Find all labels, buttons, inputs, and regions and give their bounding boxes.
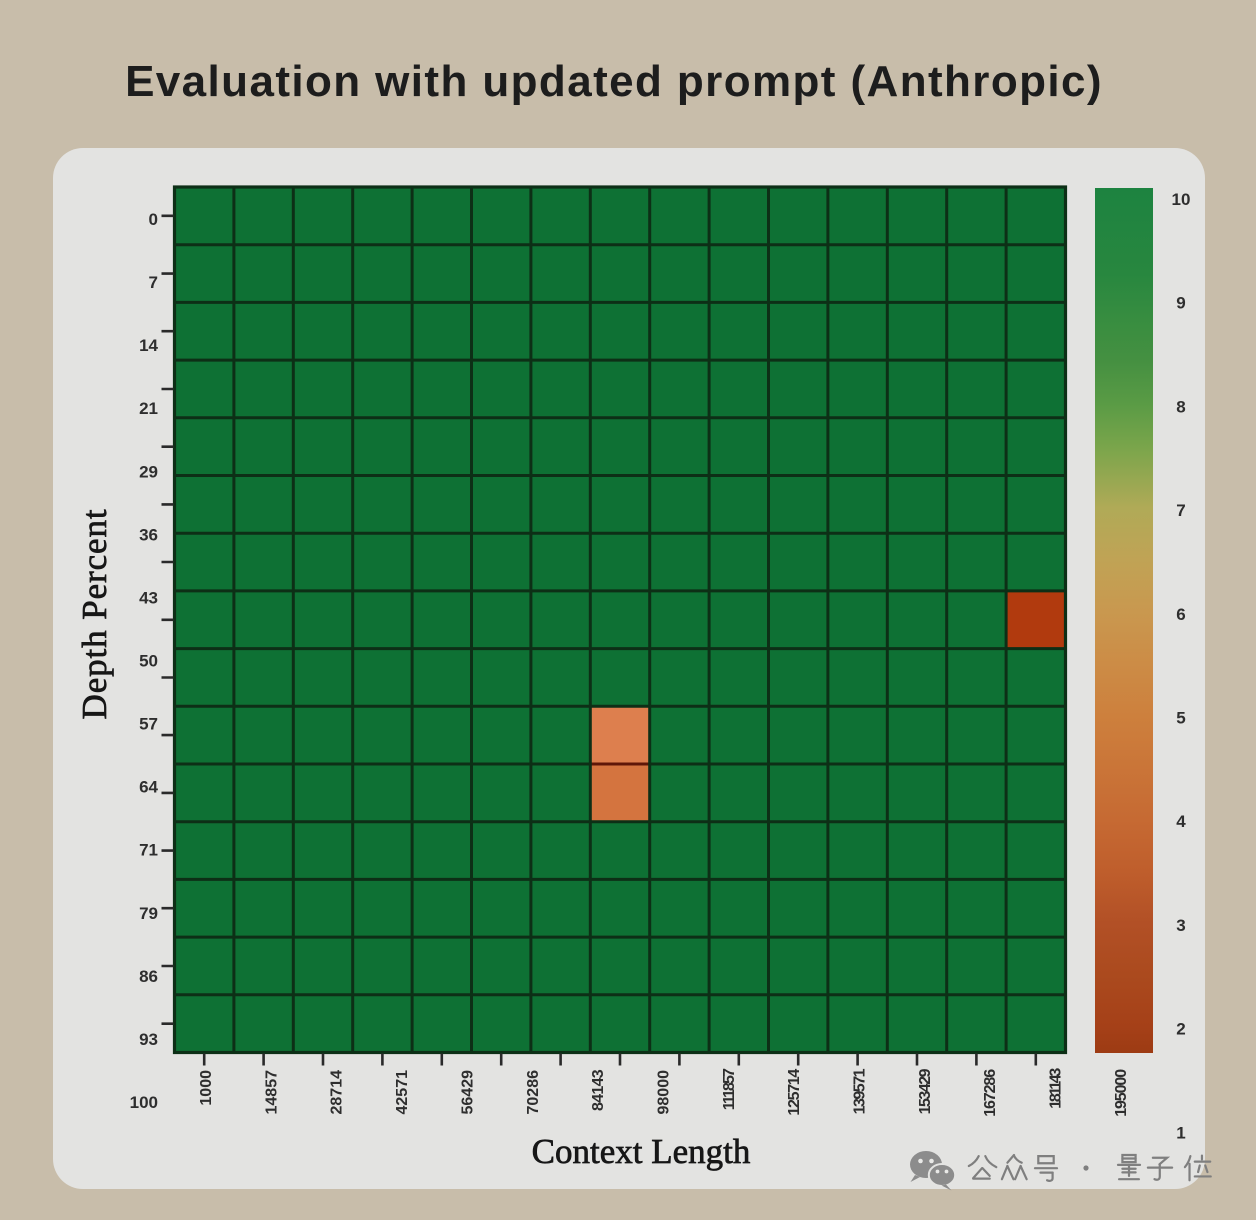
svg-text:86: 86 — [139, 967, 158, 986]
svg-text:195000: 195000 — [1113, 1069, 1130, 1117]
svg-text:111857: 111857 — [721, 1068, 738, 1110]
svg-text:64: 64 — [139, 778, 158, 797]
svg-text:8: 8 — [1176, 397, 1185, 416]
svg-text:1000: 1000 — [198, 1070, 215, 1106]
svg-text:153429: 153429 — [917, 1068, 934, 1114]
svg-text:50: 50 — [139, 652, 158, 671]
svg-text:1: 1 — [1176, 1123, 1185, 1142]
svg-text:14: 14 — [139, 336, 158, 355]
svg-text:98000: 98000 — [655, 1070, 672, 1115]
svg-text:84143: 84143 — [590, 1069, 607, 1111]
svg-text:2: 2 — [1176, 1020, 1185, 1039]
svg-text:36: 36 — [139, 525, 158, 544]
svg-text:Evaluation with updated prompt: Evaluation with updated prompt (Anthropi… — [125, 57, 1103, 106]
svg-text:3: 3 — [1176, 916, 1185, 935]
svg-text:93: 93 — [139, 1030, 158, 1049]
svg-text:28714: 28714 — [329, 1070, 346, 1115]
svg-text:181143: 181143 — [1048, 1068, 1065, 1109]
svg-text:0: 0 — [149, 210, 158, 229]
svg-text:42571: 42571 — [394, 1070, 411, 1115]
svg-text:43: 43 — [139, 588, 158, 607]
svg-text:29: 29 — [139, 462, 158, 481]
svg-text:9: 9 — [1176, 294, 1185, 313]
svg-text:14857: 14857 — [263, 1070, 280, 1115]
svg-text:6: 6 — [1176, 605, 1185, 624]
svg-text:167286: 167286 — [982, 1069, 999, 1117]
svg-text:125714: 125714 — [786, 1069, 803, 1116]
svg-text:56429: 56429 — [459, 1070, 476, 1115]
svg-text:21: 21 — [139, 399, 158, 418]
svg-text:10: 10 — [1172, 190, 1191, 209]
svg-text:4: 4 — [1176, 812, 1186, 831]
svg-text:Context Length: Context Length — [532, 1132, 751, 1171]
svg-text:71: 71 — [139, 841, 158, 860]
svg-text:79: 79 — [139, 904, 158, 923]
svg-text:5: 5 — [1176, 709, 1185, 728]
svg-text:57: 57 — [139, 715, 158, 734]
svg-text:100: 100 — [130, 1093, 158, 1112]
svg-text:7: 7 — [149, 273, 158, 292]
svg-text:139571: 139571 — [852, 1068, 869, 1114]
svg-text:7: 7 — [1176, 501, 1185, 520]
svg-text:70286: 70286 — [525, 1070, 542, 1115]
svg-text:Depth Percent: Depth Percent — [75, 509, 114, 720]
